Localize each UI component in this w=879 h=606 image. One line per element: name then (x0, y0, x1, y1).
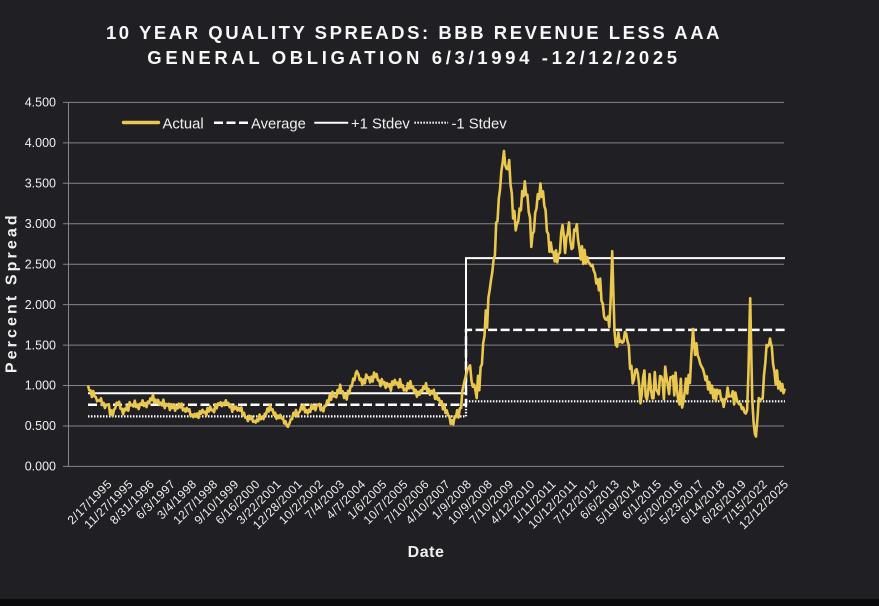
svg-text:4.500: 4.500 (25, 96, 56, 110)
svg-text:3.500: 3.500 (25, 177, 56, 191)
svg-text:Average: Average (251, 117, 306, 133)
svg-text:2.000: 2.000 (25, 298, 56, 312)
svg-text:4.000: 4.000 (25, 136, 56, 150)
svg-text:0.000: 0.000 (25, 460, 56, 474)
svg-text:+1 Stdev: +1 Stdev (351, 117, 410, 133)
svg-text:-1 Stdev: -1 Stdev (452, 117, 508, 133)
svg-text:2.500: 2.500 (25, 257, 56, 271)
svg-text:1.000: 1.000 (25, 379, 56, 393)
svg-text:0.500: 0.500 (25, 419, 56, 433)
svg-text:Percent Spread: Percent Spread (4, 212, 21, 373)
svg-text:Date: Date (408, 544, 445, 561)
svg-text:Actual: Actual (163, 117, 204, 133)
svg-text:1.500: 1.500 (25, 338, 56, 352)
svg-text:3.000: 3.000 (25, 217, 56, 231)
